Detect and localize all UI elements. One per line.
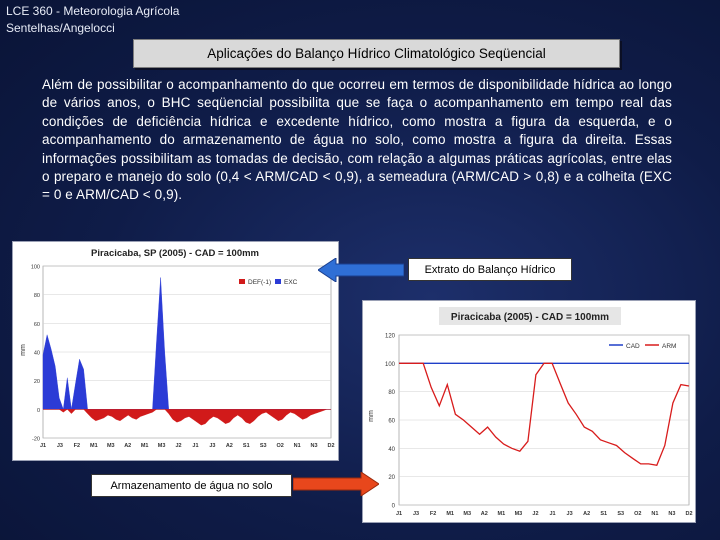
legend-label-cad: CAD bbox=[626, 343, 640, 350]
chart-right-ytick-label: 120 bbox=[385, 334, 396, 340]
chart-right-xtick-label: D2 bbox=[685, 511, 692, 517]
chart-right-ylabel: mm bbox=[368, 410, 375, 422]
chart-left-ytick-label: 0 bbox=[37, 408, 40, 414]
chart-right-xtick-label: N1 bbox=[651, 511, 658, 517]
soil-water-storage-chart-panel: Piracicaba (2005) - CAD = 100mm mm 0 20 40… bbox=[362, 300, 696, 523]
chart-right-xtick-label: J3 bbox=[567, 511, 573, 517]
chart-right-xtick-label: N3 bbox=[668, 511, 675, 517]
chart-right-ytick-label: 0 bbox=[392, 504, 396, 510]
chart-left-xtick-label: M3 bbox=[107, 443, 115, 449]
chart-right-xtick-label: F2 bbox=[430, 511, 436, 517]
chart-left-xtick-label: J1 bbox=[40, 443, 46, 449]
chart-left-ytick-label: 80 bbox=[34, 293, 40, 299]
chart-left-xtick-label: D2 bbox=[327, 443, 334, 449]
callout-extract-label: Extrato do Balanço Hídrico bbox=[424, 263, 556, 276]
chart-left-xtick-label: N1 bbox=[294, 443, 301, 449]
chart-left-ytick-label: 40 bbox=[34, 351, 40, 357]
chart-right-ytick-label: 80 bbox=[388, 390, 395, 396]
chart-left-xtick-label: M3 bbox=[158, 443, 166, 449]
chart-left-ytick-label: 60 bbox=[34, 322, 40, 328]
chart-right-xtick-label: A2 bbox=[583, 511, 590, 517]
chart-left-xtick-label: J3 bbox=[57, 443, 63, 449]
chart-left-ytick-label: -20 bbox=[32, 437, 40, 443]
chart-left-xtick-label: S3 bbox=[260, 443, 267, 449]
chart-right-legend: CAD ARM bbox=[609, 343, 676, 350]
chart-left-ytick-label: 20 bbox=[34, 379, 40, 385]
chart-left-xtick-label: F2 bbox=[74, 443, 80, 449]
chart-left-xtick-label: J2 bbox=[175, 443, 181, 449]
left-pointing-arrow-icon bbox=[318, 258, 404, 282]
chart-right-ytick-label: 20 bbox=[388, 475, 395, 481]
chart-left-xtick-label: A2 bbox=[124, 443, 131, 449]
chart-left-ylabel: mm bbox=[20, 344, 27, 356]
chart-right-xtick-label: S1 bbox=[600, 511, 607, 517]
legend-swatch-exc bbox=[275, 279, 281, 284]
course-title: LCE 360 - Meteorologia Agrícola bbox=[6, 4, 180, 18]
slide-body-text: Além de possibilitar o acompanhamento do… bbox=[42, 77, 672, 203]
callout-extract: Extrato do Balanço Hídrico bbox=[408, 258, 572, 281]
chart-left-xtick-label: M1 bbox=[90, 443, 98, 449]
chart-left-series-def bbox=[42, 409, 332, 426]
chart-left-xtick-label: A2 bbox=[226, 443, 233, 449]
chart-right-xtick-label: J1 bbox=[549, 511, 555, 517]
chart-right-xtick-label: J2 bbox=[532, 511, 538, 517]
chart-right-xtick-label: M3 bbox=[463, 511, 471, 517]
chart-left-legend: DEF(-1) EXC bbox=[239, 279, 298, 286]
chart-left-ytick-label: 100 bbox=[31, 265, 40, 271]
chart-right-ytick-label: 40 bbox=[388, 447, 395, 453]
chart-left-title: Piracicaba, SP (2005) - CAD = 100mm bbox=[91, 248, 259, 259]
deficit-excess-chart: Piracicaba, SP (2005) - CAD = 100mm mm -… bbox=[20, 248, 335, 449]
chart-right-ytick-label: 60 bbox=[388, 419, 395, 425]
chart-left-xtick-label: N3 bbox=[311, 443, 318, 449]
chart-right-xtick-label: O2 bbox=[634, 511, 641, 517]
chart-right-xtick-label: M1 bbox=[498, 511, 506, 517]
chart-right-title: Piracicaba (2005) - CAD = 100mm bbox=[451, 312, 609, 323]
soil-water-storage-chart: Piracicaba (2005) - CAD = 100mm mm 0 20 40… bbox=[368, 307, 693, 517]
chart-right-ytick-label: 100 bbox=[385, 362, 396, 368]
chart-right-xtick-label: J3 bbox=[413, 511, 419, 517]
chart-right-title-bg bbox=[439, 307, 621, 325]
chart-right-xtick-label: J1 bbox=[396, 511, 402, 517]
legend-label-exc: EXC bbox=[284, 279, 298, 286]
legend-label-def: DEF(-1) bbox=[248, 279, 271, 286]
chart-left-xtick-label: J3 bbox=[209, 443, 215, 449]
chart-right-xtick-label: S3 bbox=[617, 511, 624, 517]
chart-left-xtick-label: J1 bbox=[192, 443, 198, 449]
slide-title: Aplicações do Balanço Hídrico Climatológ… bbox=[207, 46, 546, 61]
legend-label-arm: ARM bbox=[662, 343, 676, 350]
chart-left-xtick-label: M1 bbox=[141, 443, 149, 449]
chart-left-xtick-label: S1 bbox=[243, 443, 250, 449]
legend-swatch-def bbox=[239, 279, 245, 284]
chart-right-xtick-label: M3 bbox=[515, 511, 523, 517]
deficit-excess-chart-panel: Piracicaba, SP (2005) - CAD = 100mm mm -… bbox=[12, 241, 339, 461]
slide-title-box: Aplicações do Balanço Hídrico Climatológ… bbox=[133, 39, 620, 68]
chart-right-xtick-label: A2 bbox=[481, 511, 488, 517]
callout-storage: Armazenamento de água no solo bbox=[91, 474, 292, 497]
chart-right-series-arm bbox=[399, 362, 690, 467]
chart-right-xtick-label: M1 bbox=[446, 511, 454, 517]
callout-storage-label: Armazenamento de água no solo bbox=[110, 479, 273, 492]
right-pointing-arrow-icon bbox=[293, 472, 379, 496]
chart-left-xtick-label: O2 bbox=[277, 443, 284, 449]
authors: Sentelhas/Angelocci bbox=[6, 21, 115, 35]
